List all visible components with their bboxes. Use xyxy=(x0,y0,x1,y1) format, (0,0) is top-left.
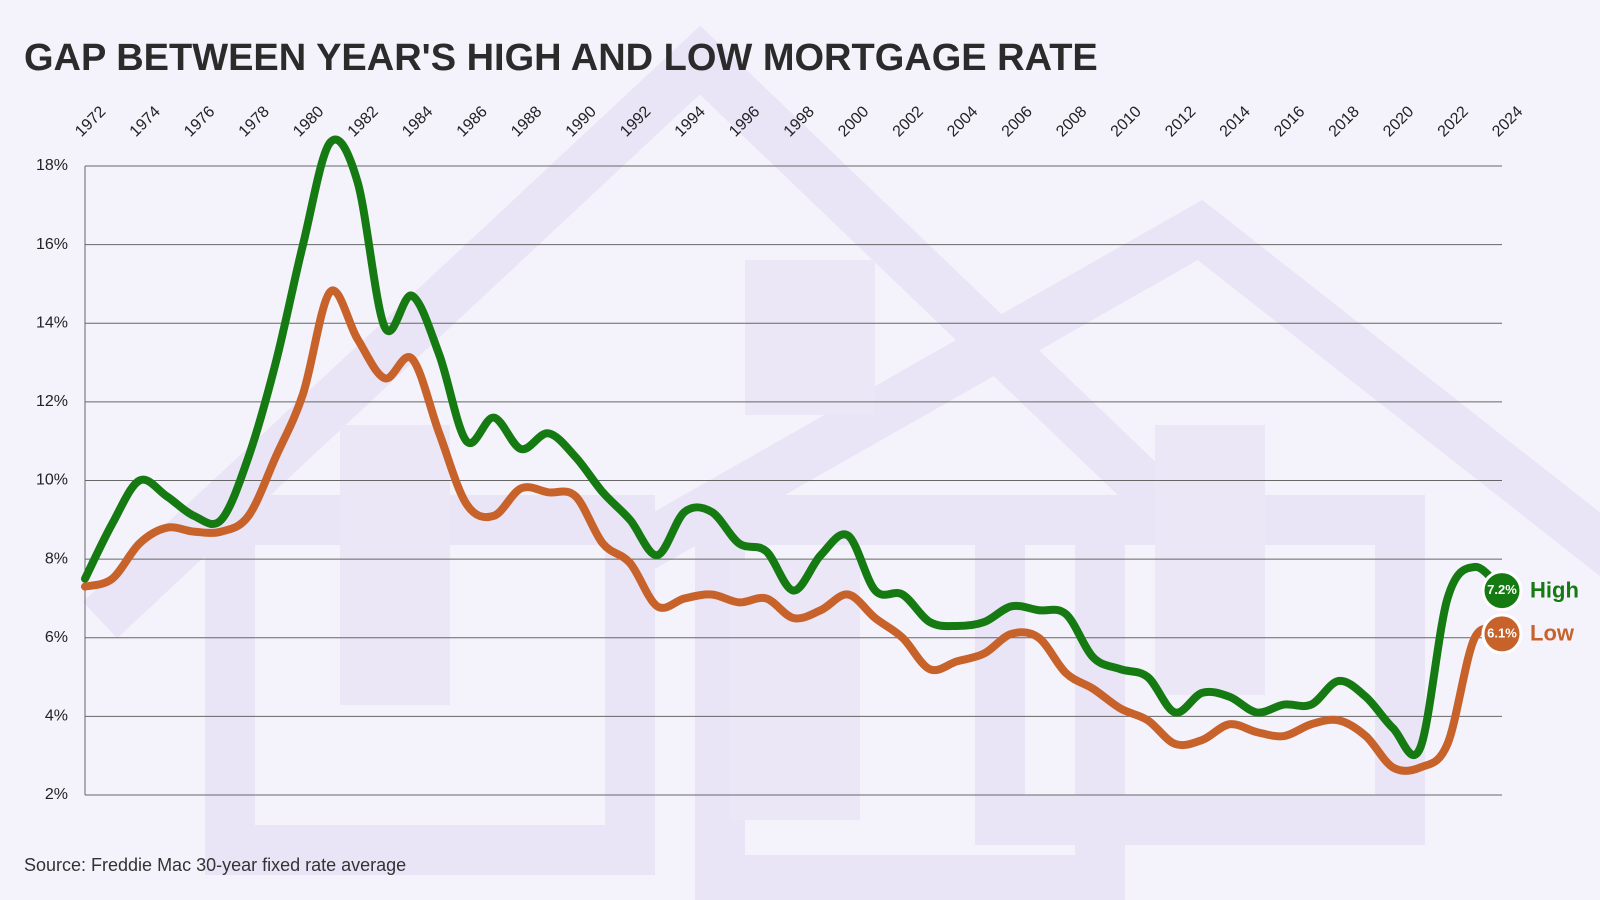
line-series xyxy=(81,135,1506,760)
legend-label: Low xyxy=(1530,621,1575,646)
y-tick-label: 8% xyxy=(45,550,68,567)
value-label: 6.1% xyxy=(1487,625,1517,640)
chart-title: GAP BETWEEN YEAR'S HIGH AND LOW MORTGAGE… xyxy=(24,37,1098,79)
y-tick-label: 10% xyxy=(36,472,68,489)
legend-label: High xyxy=(1530,577,1579,602)
line-series xyxy=(81,286,1506,775)
y-tick-label: 2% xyxy=(45,786,68,803)
y-tick-label: 4% xyxy=(45,708,68,725)
source-note: Source: Freddie Mac 30-year fixed rate a… xyxy=(24,855,406,875)
y-tick-label: 16% xyxy=(36,236,68,253)
y-tick-label: 18% xyxy=(36,157,68,174)
value-label: 7.2% xyxy=(1487,582,1517,597)
y-tick-label: 14% xyxy=(36,314,68,331)
y-tick-label: 12% xyxy=(36,393,68,410)
end-marker xyxy=(1481,570,1523,612)
y-tick-label: 6% xyxy=(45,629,68,646)
end-marker xyxy=(1481,613,1523,655)
